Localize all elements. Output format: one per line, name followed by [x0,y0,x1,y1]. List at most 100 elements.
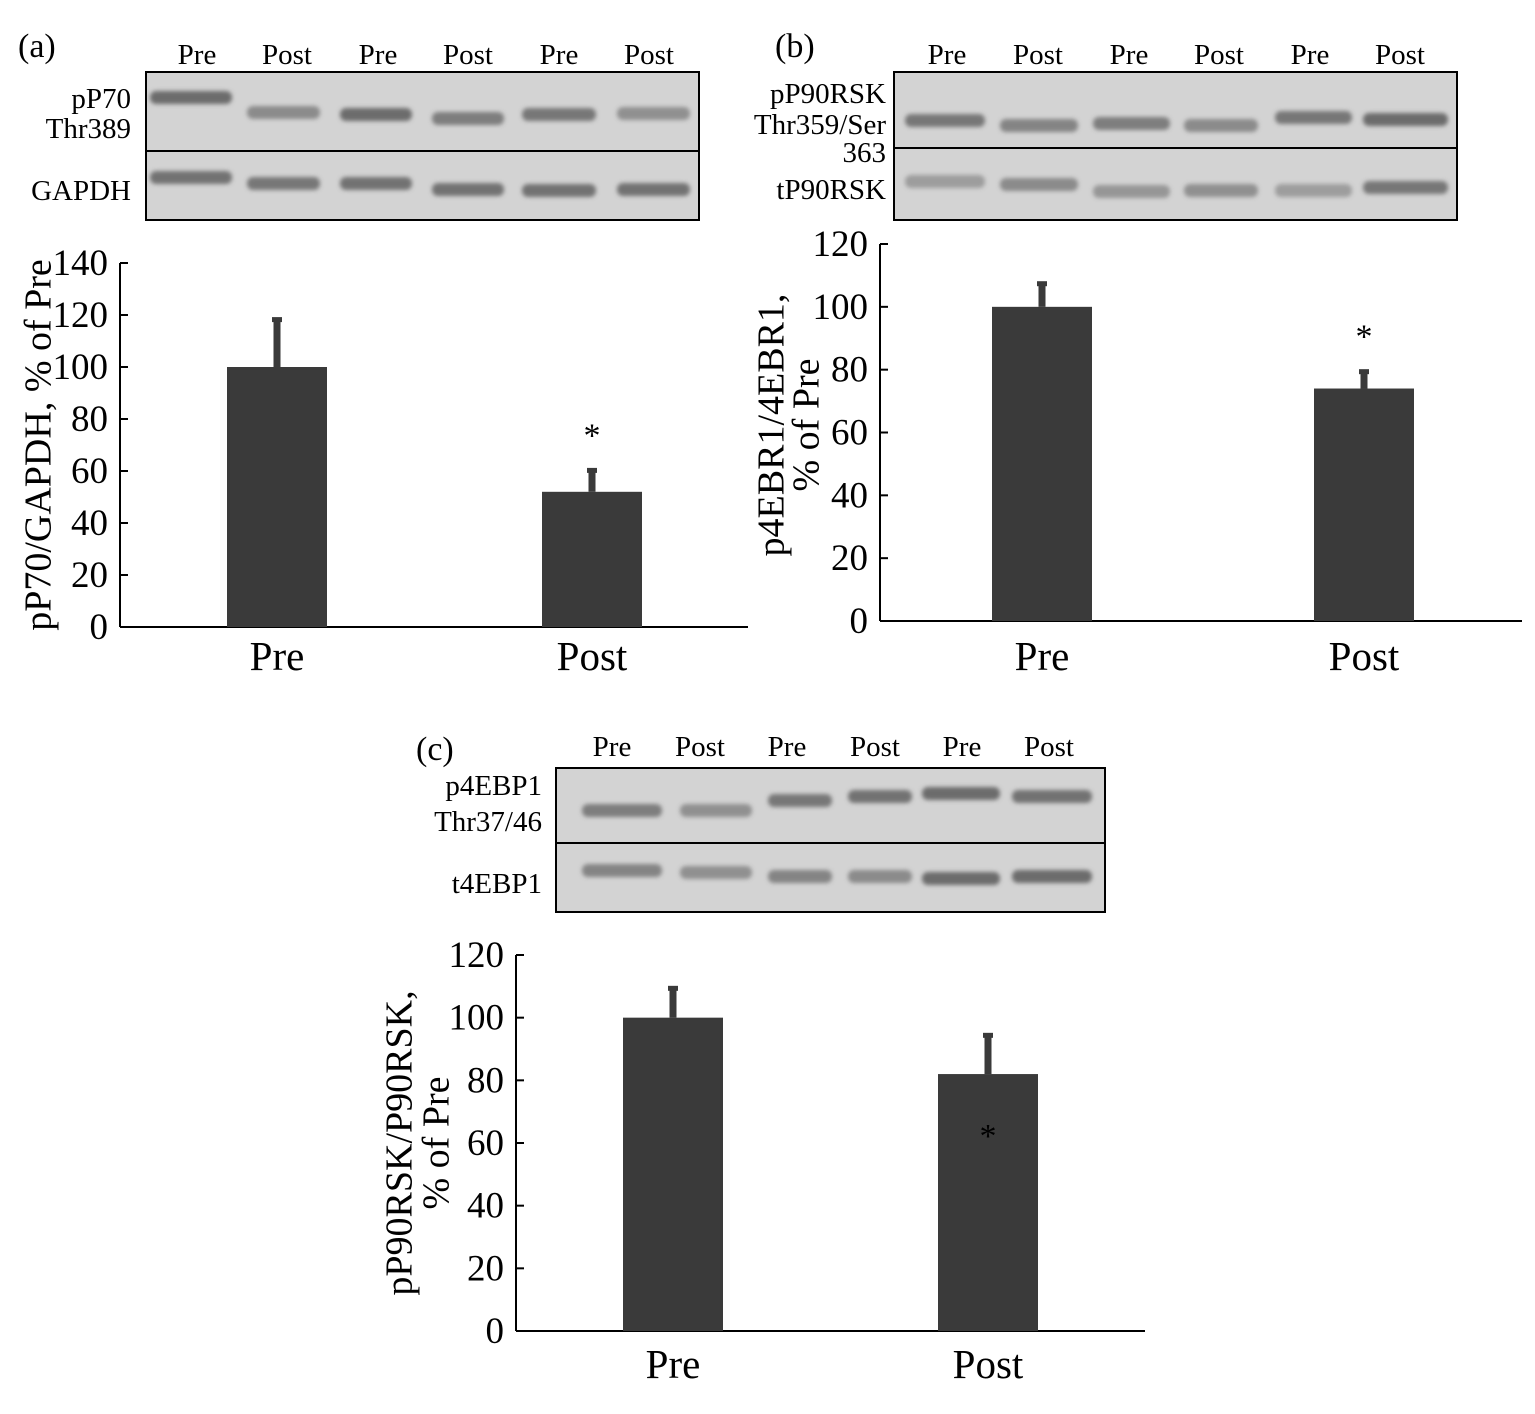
y-tick-label: 120 [53,295,109,336]
y-tick-label: 60 [71,451,108,492]
blot-band [150,91,232,104]
y-axis-label: % of Pre [416,1077,458,1210]
x-category-label: Post [1329,633,1400,679]
blot-band [768,794,832,807]
bar [227,367,327,627]
blot-image [893,71,1458,221]
y-tick-label: 60 [467,1123,504,1164]
y-tick-label: 0 [486,1311,505,1352]
blot-row-label: pP70 [71,83,131,115]
significance-marker: * [1356,319,1373,356]
blot-band [1184,119,1258,132]
lane-label: Post [1375,39,1425,71]
y-axis-label: % of Pre [786,359,828,492]
blot-band [1000,119,1078,132]
bar [992,306,1092,621]
x-category-label: Pre [1015,633,1070,679]
lane-label: Post [262,39,312,71]
blot-row-label: GAPDH [31,175,131,207]
y-tick-label: 0 [90,607,109,648]
y-axis-label: p4EBR1/4EBR1, [751,294,793,557]
blot-band [522,184,596,197]
blot-band [680,866,752,879]
x-category-label: Post [953,1341,1024,1387]
panel-label: (a) [18,28,56,65]
blot-band [1275,111,1352,124]
y-tick-label: 60 [831,413,868,454]
blot-row-label: Thr359/Ser [754,109,886,141]
lane-label: Post [675,731,725,763]
x-category-label: Pre [250,633,305,679]
blot-band [848,870,912,883]
blot-band [617,107,690,120]
blot-band [922,872,1000,885]
y-axis-label: pP90RSK/P90RSK, [379,990,421,1295]
blot-band [150,171,232,184]
y-tick-label: 100 [53,347,109,388]
blot-band [905,175,985,188]
blot-band [432,183,504,196]
blot-band [582,804,662,817]
y-tick-label: 120 [449,935,505,976]
blot-band [340,108,412,121]
lane-label: Pre [178,39,217,71]
panel-c: (c) Pre Post Pre Post Pre Post p4EBP1 Thr37/46 t4… [379,731,1145,1387]
blot-row-label: pP90RSK [770,78,886,110]
bar [1314,388,1414,621]
lane-label: Pre [540,39,579,71]
blot-image [555,767,1106,913]
lane-label: Post [850,731,900,763]
y-tick-label: 40 [831,475,868,516]
blot-row-label: 363 [843,137,887,169]
blot-band [432,112,504,125]
blot-band [680,804,752,817]
blot-band [848,790,912,803]
blot-row-label: Thr389 [46,113,131,145]
lane-label: Post [1024,731,1074,763]
lane-label: Pre [928,39,967,71]
lane-label: Pre [943,731,982,763]
panel-label: (b) [775,28,815,65]
lane-label: Pre [768,731,807,763]
x-category-label: Post [557,633,628,679]
blot-band [1012,870,1092,883]
lane-label: Post [1013,39,1063,71]
bar [938,1074,1038,1331]
y-tick-label: 20 [71,555,108,596]
blot-band [247,106,320,119]
blot-band [522,108,596,121]
blot-band [905,114,985,127]
blot-band [1000,178,1078,191]
y-tick-label: 80 [71,399,108,440]
y-tick-label: 100 [449,998,505,1039]
blot-band [582,864,662,877]
y-tick-label: 0 [850,601,869,642]
y-axis-label: pP70/GAPDH, % of Pre [18,259,60,631]
blot-row-label: Thr37/46 [434,806,542,838]
blot-band [922,787,1000,800]
significance-marker: * [980,1118,997,1155]
lane-label: Post [443,39,493,71]
blot-band [1275,184,1352,197]
y-tick-label: 20 [831,538,868,579]
bar [542,491,642,627]
blot-band [1012,790,1092,803]
lane-label: Post [624,39,674,71]
y-tick-label: 40 [71,503,108,544]
y-tick-label: 100 [813,287,869,328]
y-tick-label: 120 [813,224,869,265]
lane-label: Post [1194,39,1244,71]
y-tick-label: 80 [467,1060,504,1101]
y-tick-label: 80 [831,350,868,391]
blot-band [1363,181,1448,194]
lane-label: Pre [1291,39,1330,71]
blot-band [768,870,832,883]
blot-image [145,71,700,221]
blot-band [247,177,320,190]
blot-band [1184,184,1258,197]
x-category-label: Pre [646,1341,701,1387]
lane-label: Pre [359,39,398,71]
lane-label: Pre [593,731,632,763]
